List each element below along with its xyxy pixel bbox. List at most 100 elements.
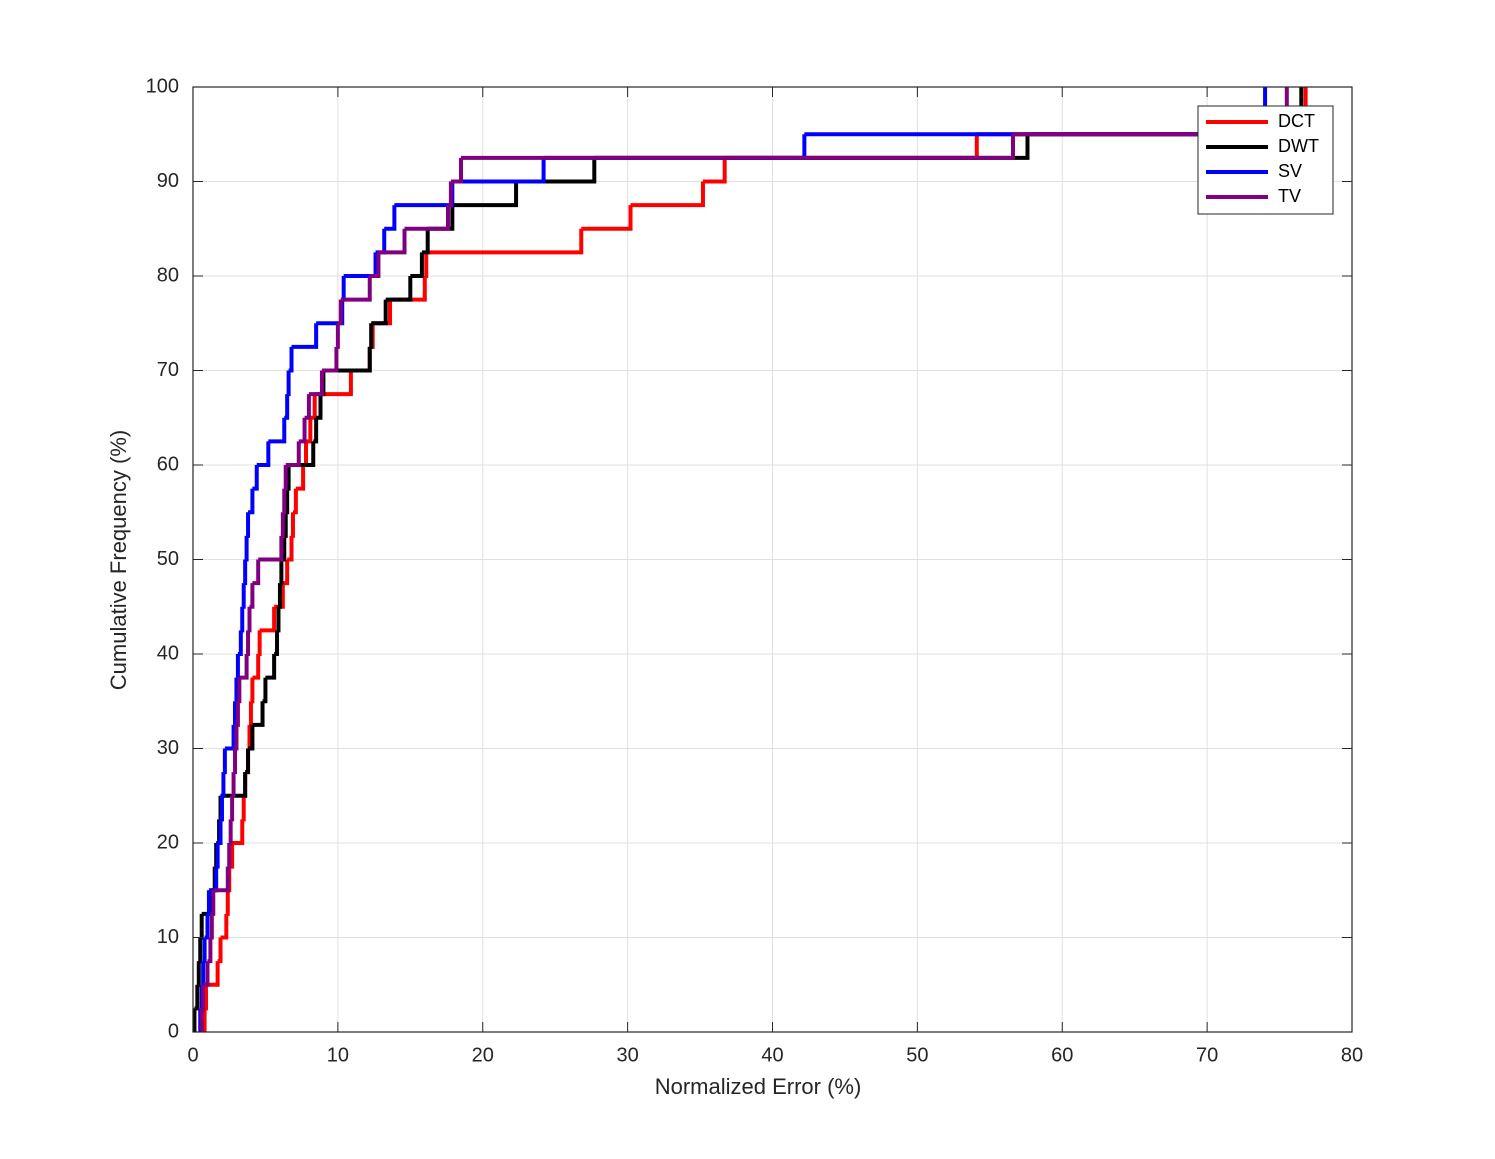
step <box>206 890 211 916</box>
step <box>201 961 206 987</box>
step <box>452 181 519 208</box>
step <box>378 228 407 255</box>
y-tick-label: 40 <box>157 642 179 664</box>
x-tick-label: 50 <box>906 1044 928 1066</box>
step <box>340 276 372 302</box>
y-tick-label: 20 <box>157 831 179 853</box>
x-tick-label: 40 <box>761 1044 783 1066</box>
step <box>206 961 220 987</box>
step <box>581 205 633 231</box>
step <box>248 724 255 751</box>
step <box>284 394 290 420</box>
x-axis-label: Normalized Error (%) <box>655 1074 862 1099</box>
x-tick-label: 20 <box>472 1044 494 1066</box>
step <box>371 299 388 326</box>
step <box>194 984 200 1011</box>
step <box>290 512 295 538</box>
step <box>237 677 242 704</box>
step <box>244 535 249 562</box>
y-tick-label: 100 <box>146 75 179 97</box>
step <box>248 488 255 515</box>
step <box>217 937 223 964</box>
step <box>217 819 223 845</box>
x-tick-label: 60 <box>1051 1044 1073 1066</box>
x-tick-label: 30 <box>617 1044 639 1066</box>
y-tick-label: 0 <box>168 1020 179 1042</box>
step <box>313 417 319 444</box>
step <box>201 984 206 1011</box>
step <box>447 181 453 208</box>
step <box>220 772 248 798</box>
step <box>196 961 201 987</box>
y-tick-label: 80 <box>157 264 179 286</box>
plot-lines <box>192 87 1308 1032</box>
step <box>385 276 413 302</box>
step <box>221 772 226 798</box>
step <box>288 346 294 373</box>
step <box>283 465 288 491</box>
step <box>231 772 236 798</box>
step <box>306 417 313 444</box>
step <box>450 157 464 184</box>
step <box>252 701 265 727</box>
step <box>369 323 374 349</box>
step <box>276 606 281 633</box>
step <box>337 299 343 326</box>
legend: DCT DWT SV TV <box>1197 105 1334 215</box>
step <box>235 701 240 727</box>
x-tick-label: 0 <box>187 1044 198 1066</box>
y-axis-label: Cumulative Frequency (%) <box>106 430 131 690</box>
step <box>259 606 277 633</box>
y-tick-label: 10 <box>157 926 179 948</box>
step <box>241 795 246 822</box>
step <box>262 677 268 704</box>
step <box>213 866 230 893</box>
step <box>286 370 291 397</box>
step <box>280 512 285 538</box>
step <box>292 488 298 515</box>
step <box>211 890 216 916</box>
step <box>237 630 243 656</box>
step <box>207 937 213 964</box>
step <box>203 961 210 987</box>
step <box>295 465 306 491</box>
step <box>321 346 339 373</box>
step <box>234 677 239 704</box>
step <box>291 323 319 349</box>
step <box>287 535 294 562</box>
step <box>249 583 255 609</box>
step <box>304 394 311 420</box>
legend-label: SV <box>1278 161 1302 181</box>
step <box>404 205 450 231</box>
y-tick-label: 30 <box>157 737 179 759</box>
step <box>341 276 346 302</box>
step <box>225 890 230 916</box>
step <box>461 134 1015 160</box>
step <box>230 795 235 822</box>
step <box>246 512 251 538</box>
step <box>247 724 252 751</box>
step <box>233 748 238 775</box>
step <box>274 630 280 656</box>
y-tick-label: 60 <box>157 453 179 475</box>
step <box>245 748 251 775</box>
step <box>247 606 252 633</box>
step <box>202 937 207 964</box>
x-tick-label: 80 <box>1341 1044 1363 1066</box>
step <box>199 913 204 940</box>
step <box>424 252 429 278</box>
step <box>239 654 249 680</box>
y-tick-label: 50 <box>157 548 179 570</box>
step <box>235 654 240 680</box>
step <box>222 748 227 775</box>
legend-label: DWT <box>1278 136 1319 156</box>
step <box>630 181 705 208</box>
step <box>258 535 284 562</box>
step <box>316 394 323 420</box>
x-tick-label: 70 <box>1196 1044 1218 1066</box>
step <box>421 228 430 255</box>
step <box>298 417 307 444</box>
step <box>252 559 261 586</box>
step <box>308 370 324 397</box>
